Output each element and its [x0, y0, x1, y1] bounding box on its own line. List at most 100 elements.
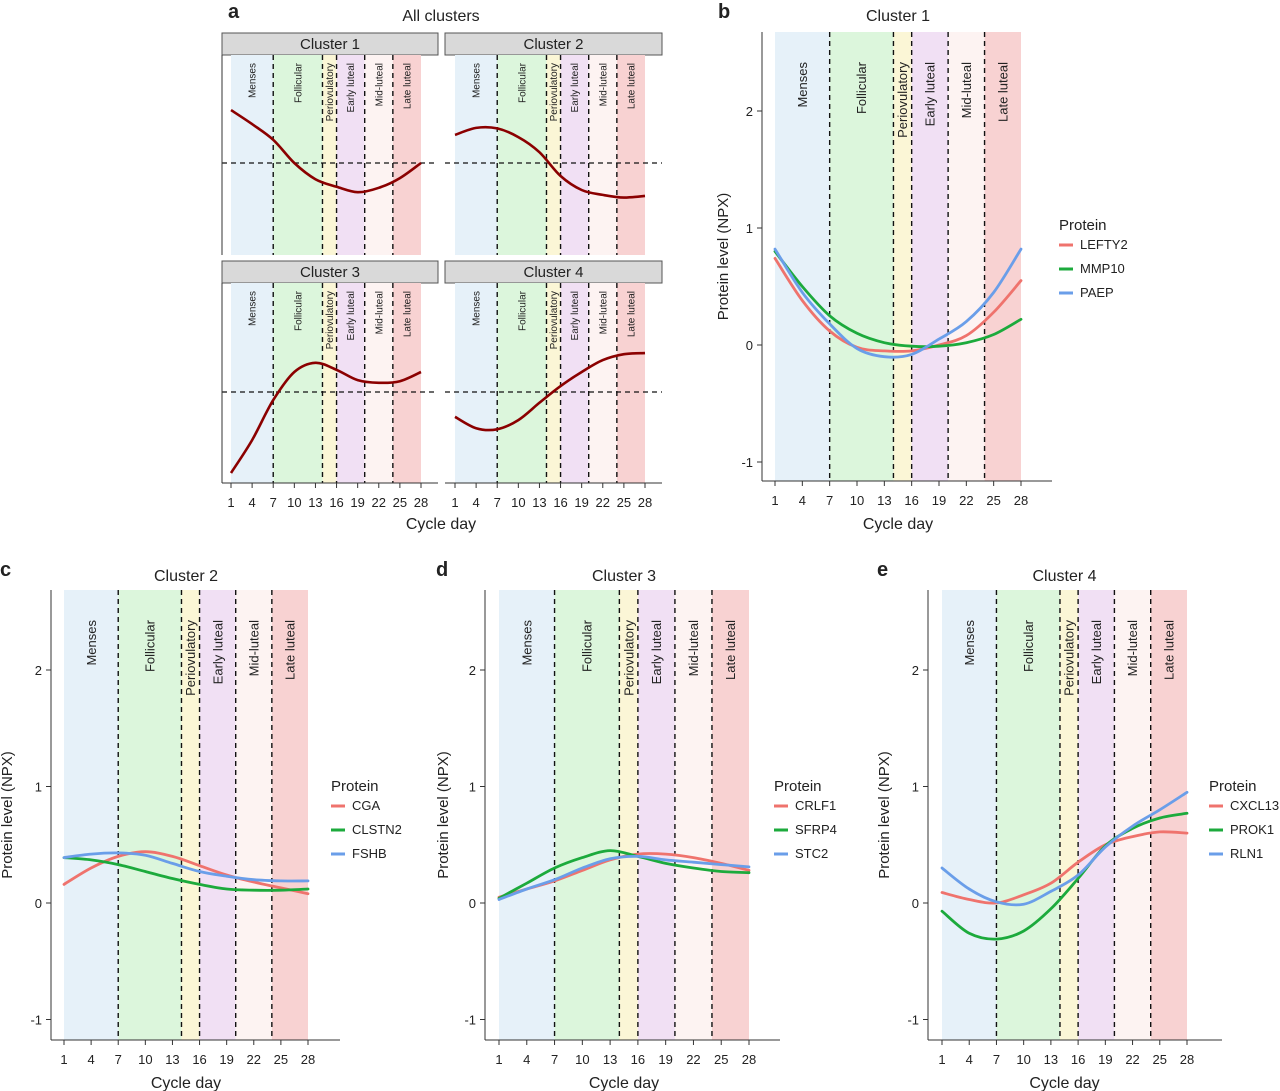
phase-label: Menses [472, 63, 483, 98]
x-tick-label: 13 [603, 1052, 617, 1067]
phase-label: Menses [248, 63, 259, 98]
x-tick-label: 10 [575, 1052, 589, 1067]
phase-band [560, 55, 589, 255]
phase-band [637, 590, 675, 1040]
phase-label: Menses [248, 291, 259, 326]
phase-label: Periovulatory [1062, 620, 1077, 696]
facet-cluster-1: Cluster 1 Menses Follicular Periovulatory Ea… [221, 32, 439, 255]
x-tick-label: 1 [60, 1052, 67, 1067]
x-tick-label: 16 [192, 1052, 206, 1067]
phase-label: Early luteal [1089, 620, 1104, 684]
x-tick-label: 4 [472, 495, 479, 510]
x-axis-title: Cycle day [863, 516, 933, 533]
phase-band [199, 590, 236, 1040]
chart-title: Cluster 1 [866, 8, 930, 25]
legend-label: FSHB [352, 846, 387, 861]
series-line-prok1 [940, 811, 1189, 941]
facet-title: Cluster 1 [300, 36, 360, 53]
series-line-clstn2 [62, 856, 310, 892]
legend-label: PAEP [1080, 285, 1114, 300]
cluster-trend-line [230, 109, 422, 194]
x-tick-label: 4 [523, 1052, 530, 1067]
phase-label: Menses [962, 620, 977, 666]
cluster-trend-line [454, 351, 646, 432]
x-axis-title: Cycle day [1029, 1075, 1099, 1091]
phase-label: Mid-luteal [598, 291, 609, 334]
x-tick-label: 22 [596, 495, 610, 510]
phase-label: Mid-luteal [246, 620, 261, 676]
y-tick-label: 0 [746, 338, 753, 353]
phase-label: Late luteal [627, 63, 638, 109]
y-tick-label: 2 [746, 104, 753, 119]
facet-cluster-3: Cluster 3 Menses Follicular Periovulatory Ea… [221, 260, 439, 510]
phase-label: Periovulatory [325, 63, 336, 121]
series-line-fshb [62, 851, 310, 883]
x-tick-label: 19 [932, 493, 946, 508]
phase-band [546, 55, 561, 255]
y-tick-label: 2 [912, 663, 919, 678]
phase-label: Late luteal [995, 62, 1010, 122]
x-tick-label: 4 [248, 495, 255, 510]
x-tick-label: 13 [532, 495, 546, 510]
x-tick-label: 7 [115, 1052, 122, 1067]
x-tick-label: 28 [638, 495, 652, 510]
phase-band [64, 590, 119, 1040]
legend-title: Protein [1059, 217, 1107, 234]
phase-label: Menses [795, 62, 810, 108]
series-line-sfrp4 [497, 849, 751, 900]
y-axis-title: Protein level (NPX) [0, 751, 16, 879]
phase-label: Early luteal [570, 63, 581, 112]
phase-label: Follicular [517, 62, 528, 103]
x-tick-label: 7 [270, 495, 277, 510]
x-tick-label: 25 [986, 493, 1000, 508]
facet-title: Cluster 3 [300, 264, 360, 281]
phase-band [619, 590, 638, 1040]
phase-band [181, 590, 200, 1040]
chart-title: Cluster 2 [154, 568, 218, 585]
y-tick-label: -1 [464, 1013, 476, 1028]
x-tick-label: 10 [511, 495, 525, 510]
x-tick-label: 19 [658, 1052, 672, 1067]
x-tick-label: 7 [551, 1052, 558, 1067]
phase-label: Periovulatory [549, 291, 560, 349]
phase-label: Mid-luteal [686, 620, 701, 676]
x-tick-label: 19 [350, 495, 364, 510]
phase-label: Mid-luteal [1125, 620, 1140, 676]
phase-band [1114, 590, 1151, 1040]
y-tick-label: -1 [907, 1013, 919, 1028]
phase-label: Follicular [143, 619, 158, 672]
series-line-mmp10 [773, 250, 1023, 349]
phase-band [554, 590, 620, 1040]
cluster-trend-line [454, 125, 646, 199]
phase-label: Periovulatory [549, 63, 560, 121]
x-tick-label: 10 [287, 495, 301, 510]
phase-label: Mid-luteal [959, 62, 974, 118]
phase-band [322, 283, 337, 483]
phase-label: Early luteal [649, 620, 664, 684]
y-axis-title: Protein level (NPX) [876, 751, 893, 879]
y-tick-label: 1 [746, 221, 753, 236]
phase-label: Follicular [293, 62, 304, 103]
legend-label: PROK1 [1230, 822, 1274, 837]
x-tick-label: 16 [553, 495, 567, 510]
phase-band [271, 590, 308, 1040]
phase-band [911, 32, 949, 481]
phase-label: Mid-luteal [374, 291, 385, 334]
phase-label: Periovulatory [325, 291, 336, 349]
legend-title: Protein [774, 778, 822, 795]
phase-band [588, 55, 617, 255]
phase-label: Late luteal [723, 620, 738, 680]
phase-label: Follicular [1021, 619, 1036, 672]
x-tick-label: 16 [631, 1052, 645, 1067]
x-tick-label: 28 [1180, 1052, 1194, 1067]
phase-band [588, 283, 617, 483]
panel-b: Cluster 1 Menses Follicular Periovulatory Ea… [715, 8, 1128, 533]
phase-label: Menses [519, 620, 534, 666]
panel-a: All clusters Cluster 1 Menses Follicular Per… [221, 8, 663, 533]
y-tick-label: -1 [30, 1013, 42, 1028]
phase-band [674, 590, 712, 1040]
chart-title: Cluster 3 [592, 568, 656, 585]
phase-label: Late luteal [283, 620, 298, 680]
x-axis-title: Cycle day [151, 1075, 221, 1091]
x-axis-title: Cycle day [589, 1075, 659, 1091]
